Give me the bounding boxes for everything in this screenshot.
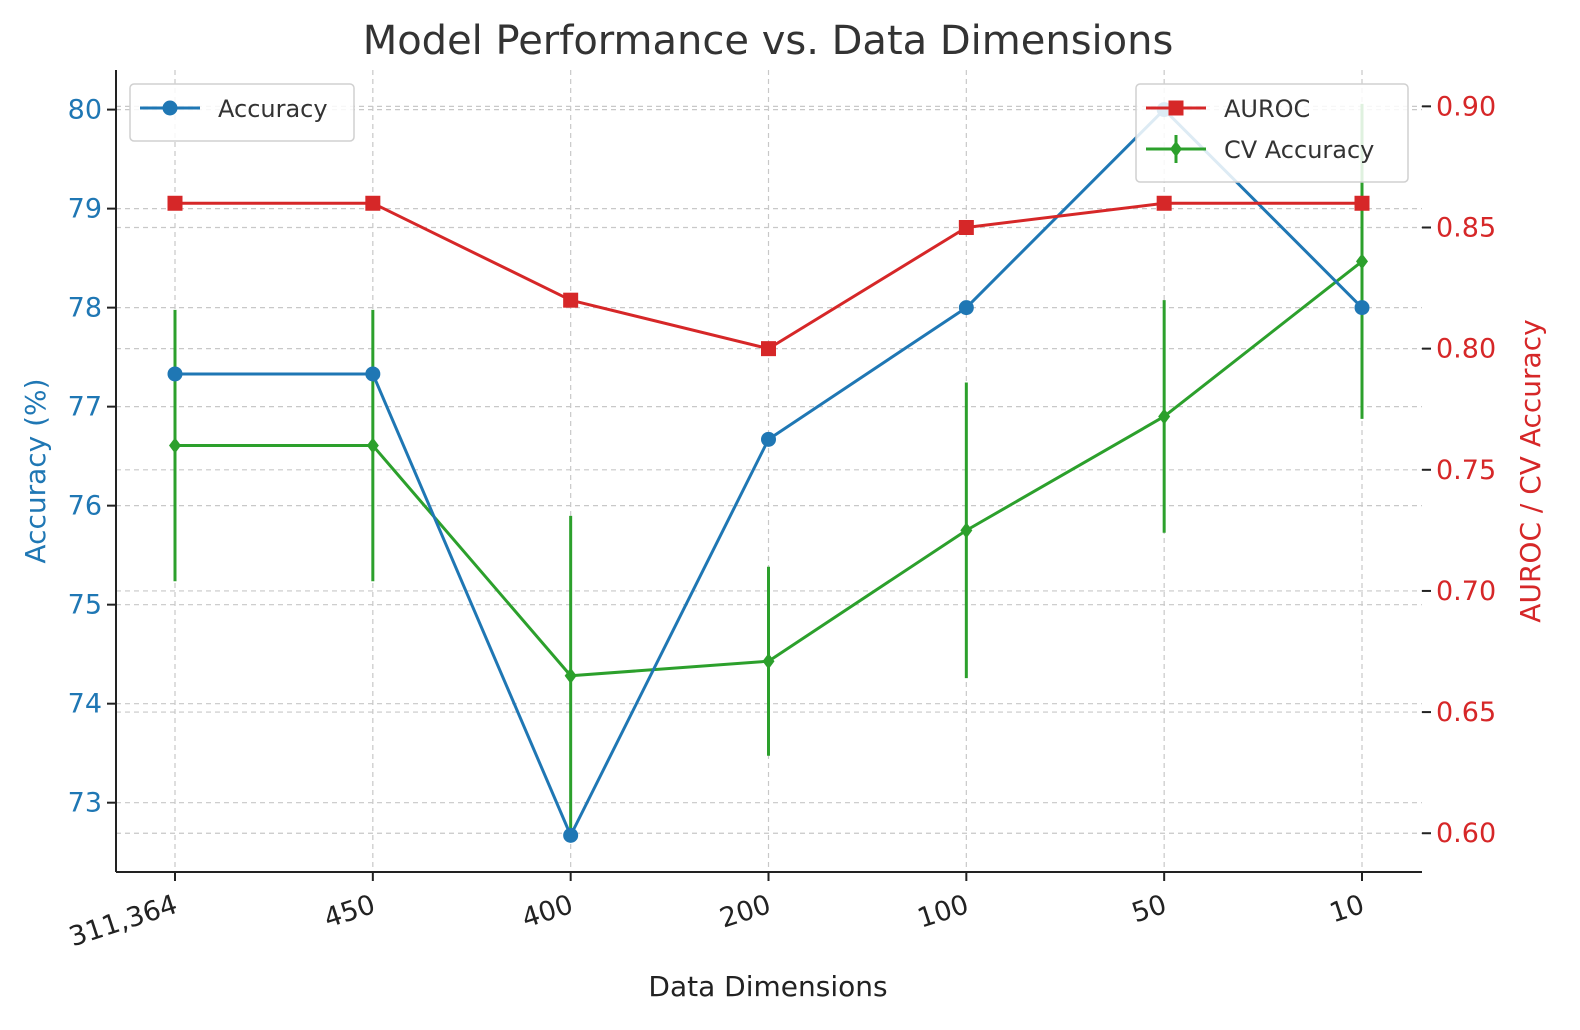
auroc-point [167,195,183,211]
auroc-point [365,195,381,211]
cv-accuracy-point [1158,408,1171,425]
accuracy-point [167,366,183,382]
cv-accuracy-point [960,522,973,539]
legend-auroc-marker [1168,100,1184,116]
legend-right: AUROC CV Accuracy [1135,83,1409,183]
x-tick-label: 100 [914,889,973,934]
right-tick-label: 0.75 [1436,455,1496,486]
right-axis-label: AUROC / CV Accuracy [1514,319,1547,622]
cv-accuracy-point [1356,253,1368,270]
series-auroc [167,195,1370,357]
left-tick-label: 80 [68,95,102,126]
cv-accuracy-point [366,437,379,454]
accuracy-point [365,366,381,382]
left-tick-label: 73 [68,788,102,819]
legend-cv-accuracy-marker [1170,141,1182,157]
right-tick-label: 0.60 [1436,818,1496,849]
left-axis-label: Accuracy (%) [19,378,52,563]
legend-box [129,83,355,142]
accuracy-point [958,300,974,316]
x-tick-label: 400 [518,889,577,934]
cv-accuracy-point [564,667,577,684]
x-tick-label: 200 [716,889,775,934]
legend-accuracy-marker [162,100,178,116]
x-axis-label: Data Dimensions [648,970,887,1003]
series-cv-accuracy [169,103,1368,836]
cv-accuracy-point [169,437,181,454]
left-tick-label: 74 [68,689,102,720]
accuracy-point [563,827,579,843]
x-tick-label: 50 [1128,889,1170,929]
cv-accuracy-point [762,653,775,670]
right-tick-label: 0.85 [1436,212,1496,243]
right-tick-label: 0.90 [1436,91,1496,122]
auroc-point [1354,195,1370,211]
left-tick-label: 75 [68,590,102,621]
x-tick-label: 450 [320,889,379,934]
left-tick-label: 78 [68,293,102,324]
left-tick-label: 79 [68,194,102,225]
right-tick-label: 0.70 [1436,576,1496,607]
accuracy-point [761,431,776,447]
left-axis-ticks: 73 74 75 76 77 78 79 80 [68,95,116,819]
auroc-point [563,292,579,308]
x-tick-label: 10 [1326,889,1368,929]
right-tick-label: 0.65 [1436,697,1496,728]
chart-title: Model Performance vs. Data Dimensions [363,18,1174,64]
legend-accuracy-label: Accuracy [218,95,328,123]
legend-auroc-label: AUROC [1224,95,1310,123]
left-tick-label: 76 [68,491,102,522]
legend-left: Accuracy [129,83,355,142]
series [167,102,1370,843]
right-axis-ticks: 0.60 0.65 0.70 0.75 0.80 0.85 0.90 [1422,91,1496,849]
x-axis-ticks: 311,364 450 400 200 100 50 10 [65,872,1368,953]
right-tick-label: 0.80 [1436,334,1496,365]
accuracy-point [1354,300,1370,316]
x-tick-label: 311,364 [65,889,181,953]
auroc-point [1156,195,1172,211]
left-tick-label: 77 [68,392,102,423]
legend-cv-accuracy-label: CV Accuracy [1224,136,1374,164]
auroc-point [958,219,974,235]
auroc-point [761,341,776,357]
